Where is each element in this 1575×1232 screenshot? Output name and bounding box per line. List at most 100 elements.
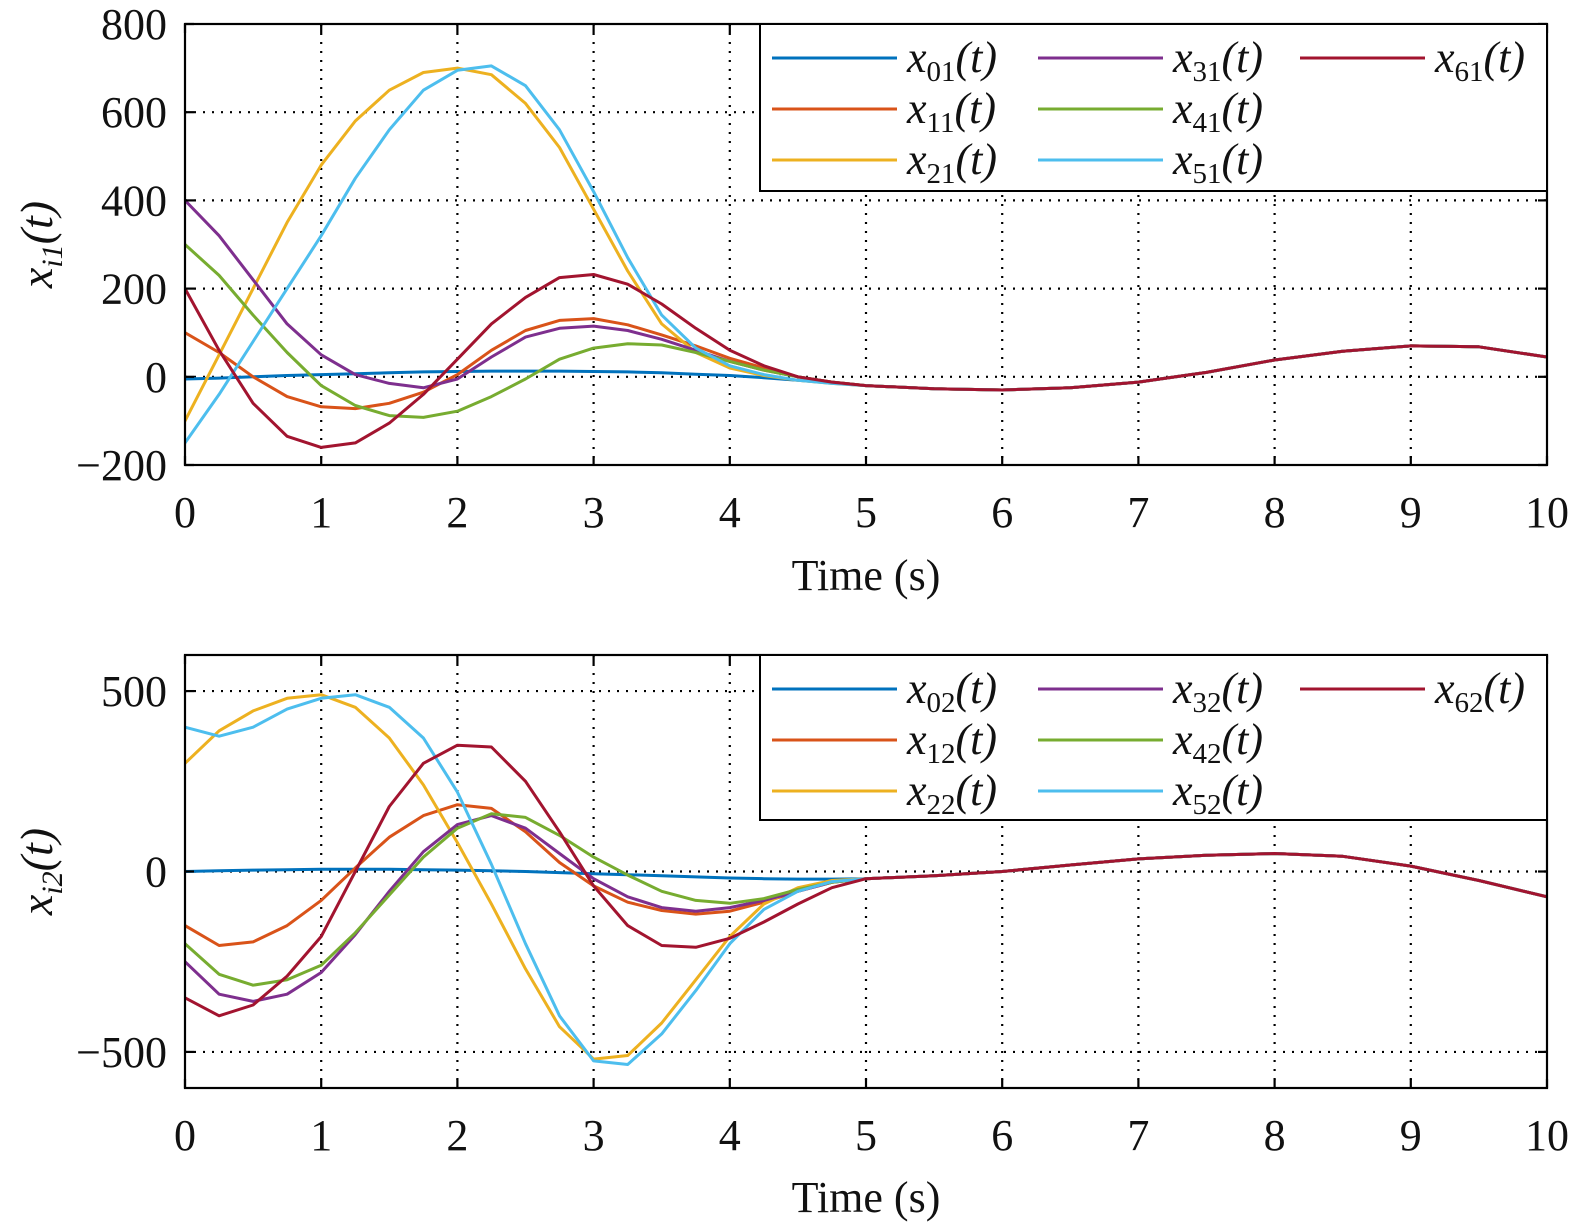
series-line-x12	[185, 803, 1547, 947]
legend-label: x31(t)	[1172, 33, 1263, 88]
legend-label-arg: (t)	[956, 715, 998, 764]
legend-label: x12(t)	[906, 715, 997, 770]
y-tick-label: −500	[76, 1028, 167, 1077]
x-tick-label: 7	[1127, 1111, 1149, 1160]
legend-item-x41: x41(t)	[1038, 84, 1263, 139]
legend-label-base: x	[906, 715, 927, 764]
legend-box	[759, 654, 1548, 821]
y-axis-label-arg: (t)	[11, 201, 62, 244]
x-tick-label: 1	[310, 1111, 332, 1160]
x-tick-label: 2	[446, 1111, 468, 1160]
x-tick-label: 10	[1525, 488, 1569, 537]
legend-label-base: x	[1172, 135, 1193, 184]
legend: x01(t)x11(t)x21(t)x31(t)x41(t)x51(t)x61(…	[759, 23, 1548, 192]
legend-label-sub: 21	[927, 158, 956, 190]
y-axis-label-sub: i1	[36, 244, 69, 267]
x-tick-label: 3	[583, 1111, 605, 1160]
legend-label-sub: 62	[1455, 687, 1484, 719]
legend-label-base: x	[1172, 715, 1193, 764]
y-axis-label: xi1(t)	[11, 201, 69, 289]
legend-label-sub: 02	[927, 687, 956, 719]
x-tick-label: 5	[855, 488, 877, 537]
x-tick-label: 9	[1400, 488, 1422, 537]
y-axis-label-base: x	[11, 894, 62, 916]
legend-item-x62: x62(t)	[1300, 664, 1525, 719]
x-tick-label: 2	[446, 488, 468, 537]
x-tick-label: 9	[1400, 1111, 1422, 1160]
y-tick-label: 400	[101, 176, 167, 225]
legend-item-x52: x52(t)	[1038, 766, 1263, 821]
series-line-x11	[185, 317, 1547, 411]
series-group	[185, 693, 1547, 1066]
legend-item-x32: x32(t)	[1038, 664, 1263, 719]
legend-item-x11: x11(t)	[772, 84, 996, 139]
legend-label-sub: 01	[927, 56, 956, 88]
legend-label-sub: 32	[1193, 687, 1222, 719]
legend-label-arg: (t)	[956, 33, 998, 82]
legend-label-base: x	[906, 33, 927, 82]
legend-label: x22(t)	[906, 766, 997, 821]
legend-item-x21: x21(t)	[772, 135, 997, 190]
y-tick-label: 200	[101, 265, 167, 314]
x-tick-label: 8	[1264, 1111, 1286, 1160]
legend-label-sub: 42	[1193, 738, 1222, 770]
legend-label-base: x	[1172, 33, 1193, 82]
x-tick-label: 10	[1525, 1111, 1569, 1160]
x-tick-label: 0	[174, 488, 196, 537]
series-line-x62	[185, 743, 1547, 1018]
x-tick-label: 5	[855, 1111, 877, 1160]
legend-label-sub: 31	[1193, 56, 1222, 88]
x-tick-label: 6	[991, 1111, 1013, 1160]
legend-label-base: x	[906, 766, 927, 815]
x-tick-label: 0	[174, 1111, 196, 1160]
y-tick-label: 800	[101, 0, 167, 49]
legend-item-x42: x42(t)	[1038, 715, 1263, 770]
legend-label: x32(t)	[1172, 664, 1263, 719]
legend-item-x12: x12(t)	[772, 715, 997, 770]
legend-label-base: x	[906, 664, 927, 713]
legend-item-x22: x22(t)	[772, 766, 997, 821]
legend-label: x01(t)	[906, 33, 997, 88]
legend-label: x41(t)	[1172, 84, 1263, 139]
x-tick-label: 7	[1127, 488, 1149, 537]
legend-label: x42(t)	[1172, 715, 1263, 770]
x-axis-label: Time (s)	[792, 1173, 941, 1222]
x-tick-label: 8	[1264, 488, 1286, 537]
legend: x02(t)x12(t)x22(t)x32(t)x42(t)x52(t)x62(…	[759, 654, 1548, 821]
x-tick-label: 4	[719, 1111, 741, 1160]
legend-label-arg: (t)	[1484, 664, 1526, 713]
legend-label-arg: (t)	[956, 766, 998, 815]
y-tick-label: 0	[145, 848, 167, 897]
legend-label-arg: (t)	[954, 84, 996, 133]
legend-label: x52(t)	[1172, 766, 1263, 821]
legend-item-x01: x01(t)	[772, 33, 997, 88]
legend-item-x51: x51(t)	[1038, 135, 1263, 190]
legend-label-sub: 61	[1455, 56, 1484, 88]
y-tick-label: −200	[76, 441, 167, 490]
legend-label-arg: (t)	[1222, 33, 1264, 82]
legend-label-arg: (t)	[1222, 84, 1264, 133]
y-axis-label-arg: (t)	[11, 828, 62, 871]
legend-label-arg: (t)	[1484, 33, 1526, 82]
legend-label-sub: 22	[927, 789, 956, 821]
legend-label: x11(t)	[906, 84, 996, 139]
legend-label-sub: 51	[1193, 158, 1222, 190]
legend-label-base: x	[1172, 766, 1193, 815]
y-tick-label: 500	[101, 667, 167, 716]
legend-label-base: x	[1172, 664, 1193, 713]
legend-label: x61(t)	[1434, 33, 1525, 88]
legend-label-base: x	[1172, 84, 1193, 133]
x-tick-label: 3	[583, 488, 605, 537]
legend-label-base: x	[1434, 664, 1455, 713]
legend-label-arg: (t)	[1222, 766, 1264, 815]
legend-label: x02(t)	[906, 664, 997, 719]
legend-label-arg: (t)	[1222, 135, 1264, 184]
legend-item-x02: x02(t)	[772, 664, 997, 719]
legend-label-sub: 41	[1193, 107, 1222, 139]
legend-label: x51(t)	[1172, 135, 1263, 190]
legend-label-arg: (t)	[956, 664, 998, 713]
legend-label: x21(t)	[906, 135, 997, 190]
